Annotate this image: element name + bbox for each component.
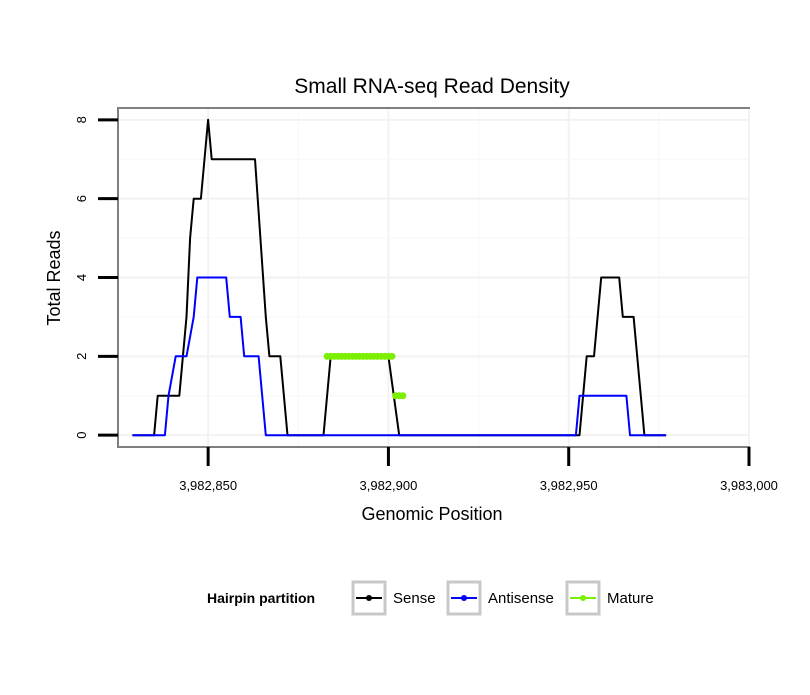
legend-item-sense: Sense bbox=[351, 580, 436, 616]
x-axis: 3,982,850 3,982,900 3,982,950 3,983,000 bbox=[179, 447, 778, 493]
y-axis: 0 2 4 6 8 bbox=[74, 116, 118, 439]
y-tick-label-2: 4 bbox=[74, 274, 89, 281]
x-tick-label-2: 3,982,950 bbox=[540, 478, 598, 493]
x-axis-label: Genomic Position bbox=[361, 504, 502, 524]
point-mature bbox=[388, 352, 396, 360]
legend-label-mature: Mature bbox=[607, 590, 654, 607]
point-mature bbox=[399, 392, 407, 400]
y-tick-label-0: 0 bbox=[74, 432, 89, 439]
x-tick-label-3: 3,983,000 bbox=[720, 478, 778, 493]
series-mature-segment-0 bbox=[323, 352, 396, 360]
series-line-antisense bbox=[132, 276, 667, 437]
legend-label-sense: Sense bbox=[393, 590, 436, 607]
chart-title: Small RNA-seq Read Density bbox=[294, 75, 570, 98]
y-tick-label-3: 6 bbox=[74, 195, 89, 202]
x-tick-label-1: 3,982,900 bbox=[360, 478, 418, 493]
y-tick-label-1: 2 bbox=[74, 353, 89, 360]
legend-item-mature: Mature bbox=[565, 580, 654, 616]
series-line-sense bbox=[132, 118, 667, 437]
x-tick-label-0: 3,982,850 bbox=[179, 478, 237, 493]
legend-label-antisense: Antisense bbox=[488, 590, 554, 607]
legend-title: Hairpin partition bbox=[207, 590, 315, 606]
legend-item-antisense: Antisense bbox=[446, 580, 554, 616]
grid-lines bbox=[119, 109, 750, 446]
legend: Hairpin partition Sense Antisense Mature bbox=[207, 580, 654, 616]
y-axis-label: Total Reads bbox=[44, 230, 64, 325]
series-mature-segment-1 bbox=[392, 392, 407, 400]
y-tick-label-4: 8 bbox=[74, 116, 89, 123]
series-layer bbox=[132, 118, 667, 437]
